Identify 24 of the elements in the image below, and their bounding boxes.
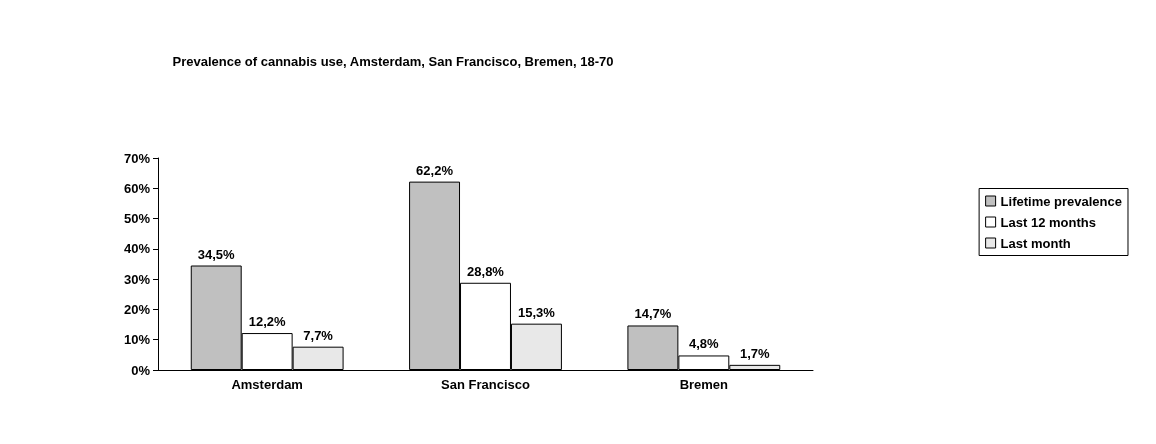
y-tick-label: 20% (123, 301, 151, 317)
data-label: 4,8% (689, 336, 720, 352)
data-label: 62,2% (416, 162, 454, 178)
chart-title: Prevalence of cannabis use, Amsterdam, San Francisco, Bremen, 18-70 (172, 54, 614, 69)
y-tick-label: 30% (123, 271, 151, 287)
data-label: 12,2% (248, 314, 287, 330)
data-label: 7,7% (303, 327, 334, 343)
legend-label: Last month (1000, 235, 1071, 251)
y-tick-label: 0% (131, 362, 151, 378)
y-tick-label: 40% (123, 241, 151, 257)
data-label: 15,3% (518, 304, 556, 320)
data-label: 34,5% (197, 246, 236, 262)
data-label: 14,7% (634, 306, 672, 322)
legend-label: Last 12 months (1000, 214, 1096, 230)
x-tick-label: Bremen (679, 377, 729, 392)
y-tick-label: 10% (123, 332, 151, 348)
y-tick-label: 70% (123, 150, 151, 166)
x-tick-label: Amsterdam (231, 377, 303, 392)
y-tick-label: 50% (123, 211, 151, 227)
x-tick-label: San Francisco (441, 377, 530, 392)
legend-label: Lifetime prevalence (1000, 193, 1122, 209)
y-tick-label: 60% (123, 180, 151, 196)
data-label: 1,7% (739, 345, 771, 361)
data-label: 28,8% (467, 263, 505, 279)
